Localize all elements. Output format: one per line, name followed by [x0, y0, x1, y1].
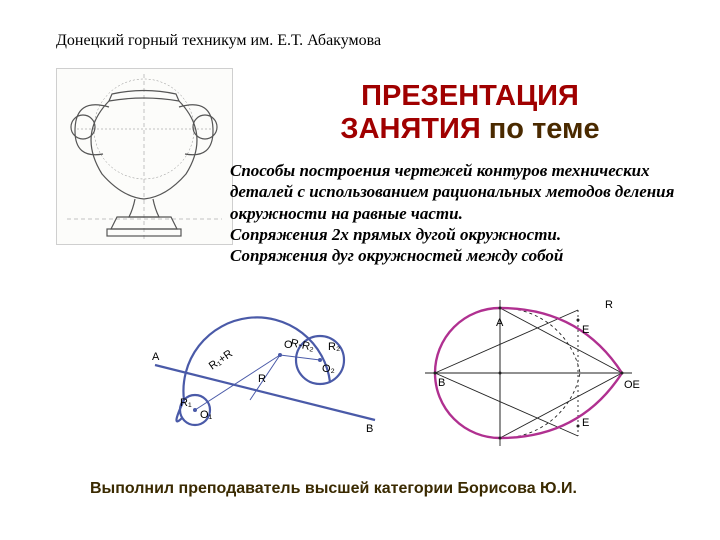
label-B: B	[366, 423, 373, 435]
vase-drawing	[56, 68, 233, 245]
figure-egg-construction: A B E E R OE	[400, 288, 645, 458]
label-A: A	[152, 351, 160, 363]
egg-label-OE: OE	[624, 379, 640, 391]
label-R: R	[258, 373, 266, 385]
title-word-1: ПРЕЗЕНТАЦИЯ	[361, 80, 579, 112]
egg-label-E: E	[582, 324, 589, 336]
egg-label-B: B	[438, 377, 445, 389]
label-RpR: R₁+R	[207, 348, 235, 373]
title-word-3: по теме	[481, 113, 600, 145]
egg-label-A: A	[496, 317, 504, 329]
egg-label-R: R	[605, 299, 613, 311]
author-footer: Выполнил преподаватель высшей категории …	[90, 480, 650, 498]
title-word-2: ЗАНЯТИЯ	[340, 113, 480, 145]
label-R1: R₁	[180, 397, 192, 409]
label-O2: O₂	[322, 363, 335, 375]
topic-description: Способы построения чертежей контуров тех…	[230, 160, 690, 266]
figure-conjugation: A B O O₁ O₂ R₁ R₂ R R₁+R R-R₂	[150, 300, 380, 450]
institution-text: Донецкий горный техникум им. Е.Т. Абакум…	[56, 32, 381, 50]
label-R2: R₂	[328, 341, 340, 353]
egg-label-E1: E	[582, 417, 589, 429]
slide-title: ПРЕЗЕНТАЦИЯ ЗАНЯТИЯ по теме	[250, 80, 690, 147]
label-O1: O₁	[200, 409, 213, 421]
